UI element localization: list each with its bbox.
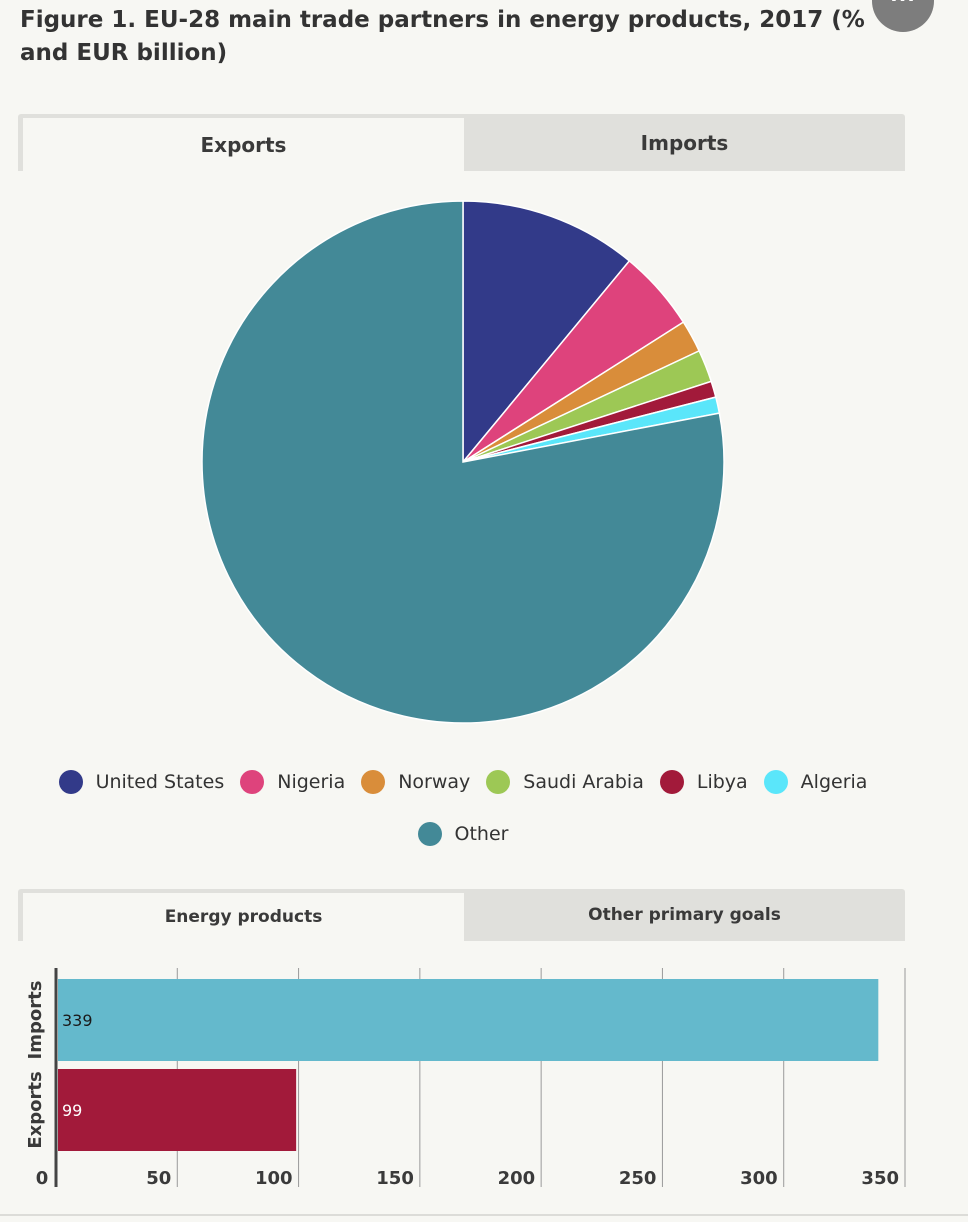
legend-item-saudi-arabia[interactable]: Saudi Arabia [486, 756, 644, 808]
legend-item-united-states[interactable]: United States [58, 756, 225, 808]
tab-other-primary-goals[interactable]: Other primary goals [588, 905, 781, 925]
legend-swatch [240, 770, 265, 794]
pie-legend: United States Nigeria Norway Saudi Arabia Li… [40, 756, 886, 860]
legend-label: Nigeria [277, 771, 346, 793]
bar-chart: 0 50 100 150 200 250 300 350 339 Imports 99 Exports [25, 968, 906, 1189]
legend-swatch [361, 770, 386, 794]
legend-label: Saudi Arabia [523, 771, 644, 793]
legend-swatch [417, 822, 442, 846]
x-tick-label: 50 [146, 1168, 171, 1189]
legend-label: Algeria [800, 771, 868, 793]
legend-label: Other [454, 823, 509, 845]
x-tick-label: 150 [376, 1168, 414, 1189]
legend-label: Libya [696, 771, 748, 793]
bar-exports[interactable] [58, 1069, 297, 1151]
legend-swatch [659, 770, 684, 794]
legend-swatch [486, 770, 511, 794]
bar-imports[interactable] [58, 979, 879, 1061]
pie-slice-united-states[interactable] [462, 200, 631, 465]
data-label-exports: 99 [62, 1101, 82, 1120]
data-label-imports: 339 [62, 1011, 93, 1030]
legend-item-algeria[interactable]: Algeria [763, 756, 868, 808]
x-tick-label: 350 [861, 1168, 899, 1189]
x-tick-label: 100 [255, 1168, 293, 1189]
product-category-tabs: Energy products Other primary goals [18, 889, 905, 941]
legend-item-other[interactable]: Other [417, 808, 509, 860]
legend-swatch [58, 770, 83, 794]
legend-item-nigeria[interactable]: Nigeria [240, 756, 345, 808]
category-label-imports: Imports [25, 981, 46, 1060]
category-label-exports: Exports [25, 1071, 46, 1148]
tab-imports[interactable]: Imports [640, 130, 729, 155]
pie-chart [201, 200, 725, 724]
x-tick-label: 200 [498, 1168, 536, 1189]
x-tick-label: 0 [36, 1168, 49, 1189]
trade-direction-tabs: Exports Imports [18, 114, 905, 171]
legend-label: United States [95, 771, 225, 793]
divider [0, 1214, 968, 1216]
legend-item-libya[interactable]: Libya [659, 756, 748, 808]
tab-energy-products[interactable]: Energy products [23, 893, 464, 941]
pie-slice-other[interactable] [201, 200, 725, 724]
x-tick-label: 250 [619, 1168, 657, 1189]
legend-item-norway[interactable]: Norway [361, 756, 470, 808]
legend-swatch [763, 770, 788, 794]
tab-exports[interactable]: Exports [23, 118, 464, 171]
legend-label: Norway [398, 771, 471, 793]
figure-title: Figure 1. EU-28 main trade partners in e… [20, 7, 865, 66]
more-dots-icon: ... [872, 0, 934, 4]
x-tick-label: 300 [740, 1168, 778, 1189]
